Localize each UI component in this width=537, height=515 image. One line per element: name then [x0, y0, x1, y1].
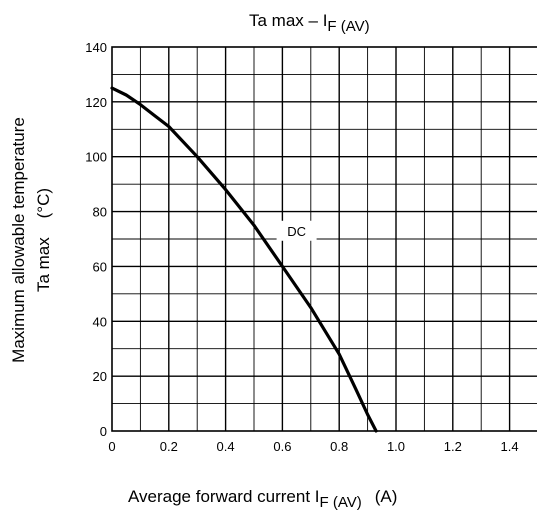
x-tick-label: 0.2 [160, 439, 178, 454]
plot-area: 0 20 40 60 80 100 120 140 0 0.2 0.4 0.6 0.8 1.0 1.2 1.… [85, 40, 537, 454]
dc-annotation: DC [287, 224, 306, 239]
dc-label-background [276, 220, 317, 241]
x-tick-label: 0 [108, 439, 115, 454]
y-tick-label: 40 [93, 314, 107, 329]
gridlines [112, 47, 537, 431]
series-line-dc [110, 86, 378, 433]
y-tick-labels: 0 20 40 60 80 100 120 140 [85, 40, 107, 439]
y-tick-label: 140 [85, 40, 107, 55]
x-tick-label: 1.0 [387, 439, 405, 454]
y-tick-label: 60 [93, 259, 107, 274]
plot-frame [111, 46, 537, 432]
x-tick-label: 1.4 [501, 439, 519, 454]
x-tick-label: 0.6 [273, 439, 291, 454]
x-tick-label: 0.4 [217, 439, 235, 454]
y-tick-label: 0 [100, 424, 107, 439]
y-axis-label-line1: Maximum allowable temperature [9, 117, 28, 363]
x-tick-label: 0.8 [330, 439, 348, 454]
x-tick-labels: 0 0.2 0.4 0.6 0.8 1.0 1.2 1.4 [108, 439, 518, 454]
y-tick-label: 100 [85, 150, 107, 165]
y-axis-label: Maximum allowable temperature Ta max (°C… [9, 117, 53, 363]
y-tick-label: 80 [93, 205, 107, 220]
y-tick-label: 120 [85, 95, 107, 110]
chart-title: Ta max – IF (AV) [249, 11, 370, 35]
x-tick-label: 1.2 [444, 439, 462, 454]
x-axis-label: Average forward current IF (AV) (A) [128, 487, 397, 511]
y-axis-label-line2: Ta max (°C) [34, 188, 53, 292]
y-tick-label: 20 [93, 369, 107, 384]
